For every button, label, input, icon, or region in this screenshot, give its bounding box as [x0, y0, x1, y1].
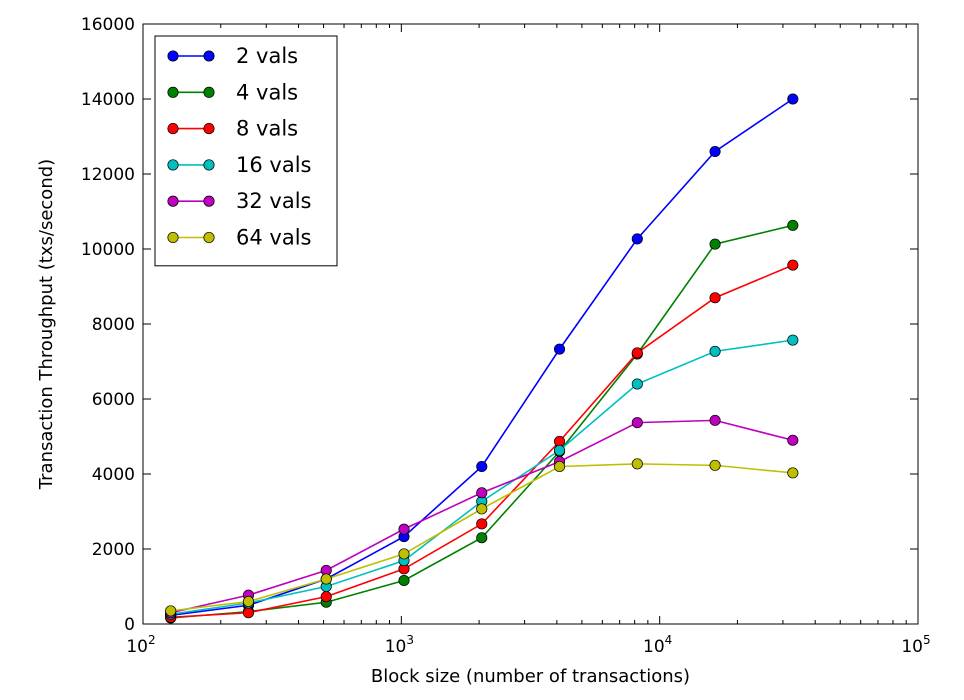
y-tick-label: 10000: [81, 240, 135, 260]
series-group: [165, 93, 799, 624]
legend-label: 2 vals: [236, 44, 298, 68]
data-point: [553, 444, 566, 456]
legend-marker: [203, 195, 215, 207]
y-tick-label: 0: [124, 615, 135, 635]
data-point: [398, 548, 410, 560]
data-point: [709, 238, 721, 250]
y-tick-label: 4000: [92, 465, 135, 485]
legend-entry: 32 vals: [167, 189, 311, 213]
legend-marker: [167, 86, 179, 98]
data-point: [553, 460, 566, 473]
legend-marker: [203, 231, 215, 244]
data-point: [242, 607, 255, 619]
data-point: [476, 503, 488, 515]
legend-marker: [167, 159, 179, 171]
legend-entry: 2 vals: [167, 44, 298, 68]
legend-entry: 16 vals: [167, 153, 311, 177]
x-tick-label: 105: [901, 633, 930, 657]
legend-marker: [203, 50, 215, 62]
x-tick-label: 104: [643, 633, 672, 657]
legend-entry: 8 vals: [167, 117, 298, 141]
legend: 2 vals 4 vals 8 vals 16 vals 32 vals 64 vals: [154, 35, 338, 267]
data-point: [709, 414, 721, 426]
legend-label: 64 vals: [236, 226, 311, 250]
data-point: [242, 595, 255, 608]
data-point: [398, 574, 410, 587]
x-tick-label: 102: [126, 633, 155, 657]
legend-box: [154, 35, 338, 267]
data-point: [631, 378, 643, 390]
y-tick-label: 6000: [92, 390, 135, 410]
data-point: [709, 145, 721, 158]
data-point: [787, 434, 799, 446]
legend-entry: 64 vals: [167, 226, 311, 250]
data-point: [631, 417, 643, 429]
data-point: [631, 347, 643, 359]
data-point: [787, 219, 799, 231]
y-tick-label: 8000: [92, 315, 135, 335]
legend-label: 32 vals: [236, 189, 311, 213]
data-point: [787, 259, 799, 271]
legend-entry: 4 vals: [167, 80, 298, 104]
series-8-vals: [165, 259, 799, 623]
legend-marker: [203, 123, 215, 135]
data-point: [165, 605, 177, 617]
data-point: [398, 523, 410, 535]
data-point: [709, 292, 721, 304]
data-point: [553, 343, 566, 355]
plot-frame: [142, 23, 919, 625]
y-tick-label: 16000: [81, 15, 135, 35]
tick-labels: 0 2000 4000 6000 8000 10000 12000 14000 16000 102…: [81, 15, 931, 657]
series-line: [170, 224, 794, 619]
y-tick-label: 2000: [92, 540, 135, 560]
series-line: [170, 339, 793, 616]
legend-marker: [167, 50, 179, 62]
data-point: [631, 458, 643, 470]
data-point: [787, 93, 799, 105]
legend-label: 4 vals: [236, 80, 298, 104]
x-axis-label: Block size (number of transactions): [371, 666, 690, 687]
series-line: [170, 419, 794, 614]
y-tick-label: 12000: [81, 165, 135, 185]
data-point: [787, 467, 799, 479]
data-point: [787, 334, 799, 346]
data-point: [320, 591, 332, 603]
data-point: [476, 532, 488, 544]
data-point: [709, 459, 721, 471]
series-32-vals: [165, 414, 799, 619]
legend-marker: [167, 195, 179, 207]
series-16-vals: [165, 334, 799, 620]
data-point: [320, 573, 332, 585]
legend-marker: [203, 86, 215, 98]
legend-marker: [203, 159, 215, 171]
data-point: [476, 460, 488, 473]
y-tick-label: 14000: [81, 90, 135, 110]
y-axis-label: Transaction Throughput (txs/second): [36, 159, 57, 490]
series-line: [170, 264, 794, 619]
data-point: [631, 233, 643, 245]
legend-label: 8 vals: [236, 117, 298, 141]
series-64-vals: [165, 458, 799, 617]
legend-label: 16 vals: [236, 153, 311, 177]
data-point: [709, 345, 721, 357]
x-tick-label: 103: [385, 633, 414, 657]
data-point: [476, 487, 488, 499]
series-4-vals: [165, 219, 799, 624]
legend-marker: [167, 231, 179, 244]
data-point: [476, 518, 488, 530]
legend-marker: [167, 123, 179, 135]
